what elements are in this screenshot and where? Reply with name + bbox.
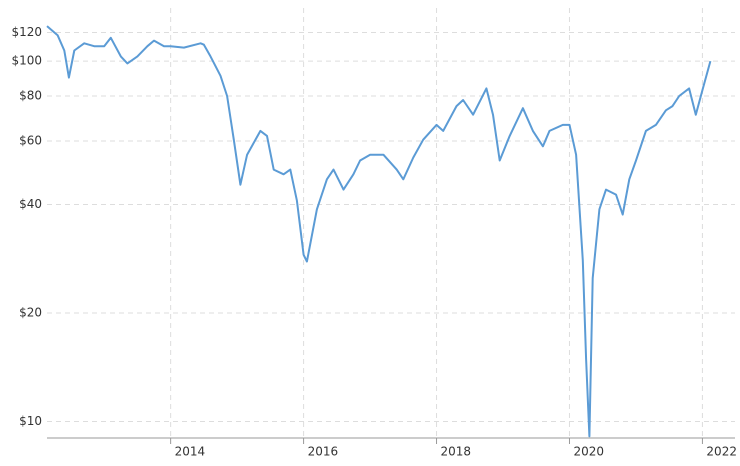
x-tick-label: 2018 — [441, 445, 472, 459]
price-line — [46, 25, 712, 438]
x-tick-label: 2022 — [706, 445, 737, 459]
x-tick-label: 2014 — [175, 445, 206, 459]
y-tick-label: $10 — [19, 414, 42, 428]
y-tick-label: $100 — [11, 54, 42, 68]
y-tick-label: $80 — [19, 88, 42, 102]
x-tick-label: 2020 — [573, 445, 604, 459]
y-tick-label: $40 — [19, 197, 42, 211]
y-tick-label: $60 — [19, 134, 42, 148]
y-tick-label: $120 — [11, 25, 42, 39]
x-tick-label: 2016 — [308, 445, 339, 459]
y-tick-label: $20 — [19, 306, 42, 320]
